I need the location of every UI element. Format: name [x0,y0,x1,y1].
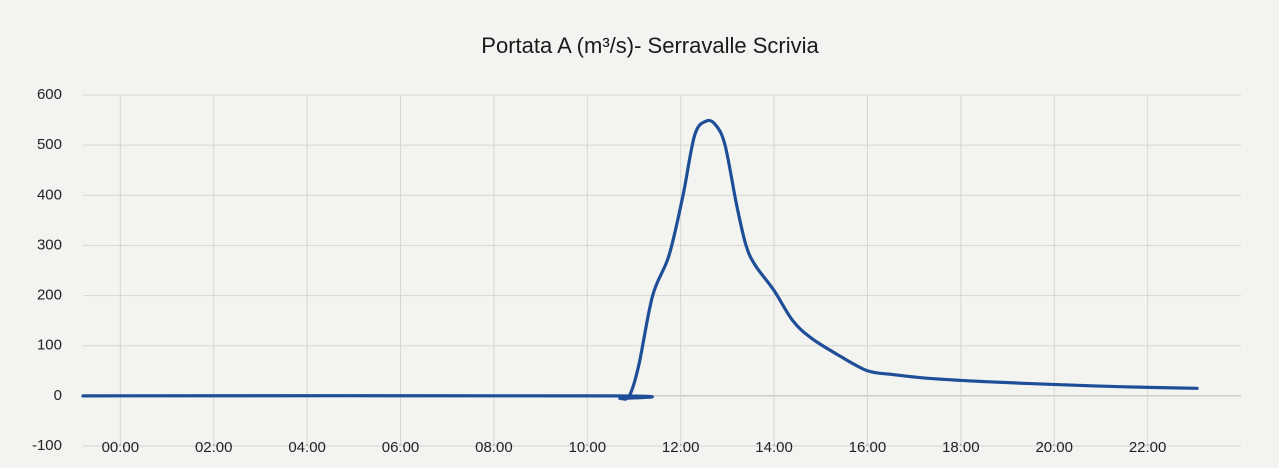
y-tick-label: 500 [37,136,62,153]
y-tick-label: 600 [37,86,62,103]
x-tick-label: 12:00 [662,439,700,456]
x-tick-label: 06:00 [382,439,420,456]
x-tick-label: 02:00 [195,439,233,456]
x-tick-label: 16:00 [849,439,887,456]
y-tick-label: 300 [37,236,62,253]
x-tick-label: 04:00 [288,439,326,456]
x-tick-label: 10:00 [569,439,607,456]
y-tick-label: -100 [32,437,62,454]
chart-title: Portata A (m³/s)- Serravalle Scrivia [481,33,819,58]
y-tick-label: 100 [37,337,62,354]
x-tick-label: 08:00 [475,439,513,456]
y-tick-label: 400 [37,186,62,203]
x-tick-label: 18:00 [942,439,980,456]
data-line [81,118,1199,401]
x-tick-label: 22:00 [1129,439,1167,456]
x-tick-label: 14:00 [755,439,793,456]
x-tick-label: 00:00 [102,439,140,456]
y-tick-label: 0 [54,387,62,404]
y-tick-label: 200 [37,287,62,304]
x-tick-label: 20:00 [1035,439,1073,456]
